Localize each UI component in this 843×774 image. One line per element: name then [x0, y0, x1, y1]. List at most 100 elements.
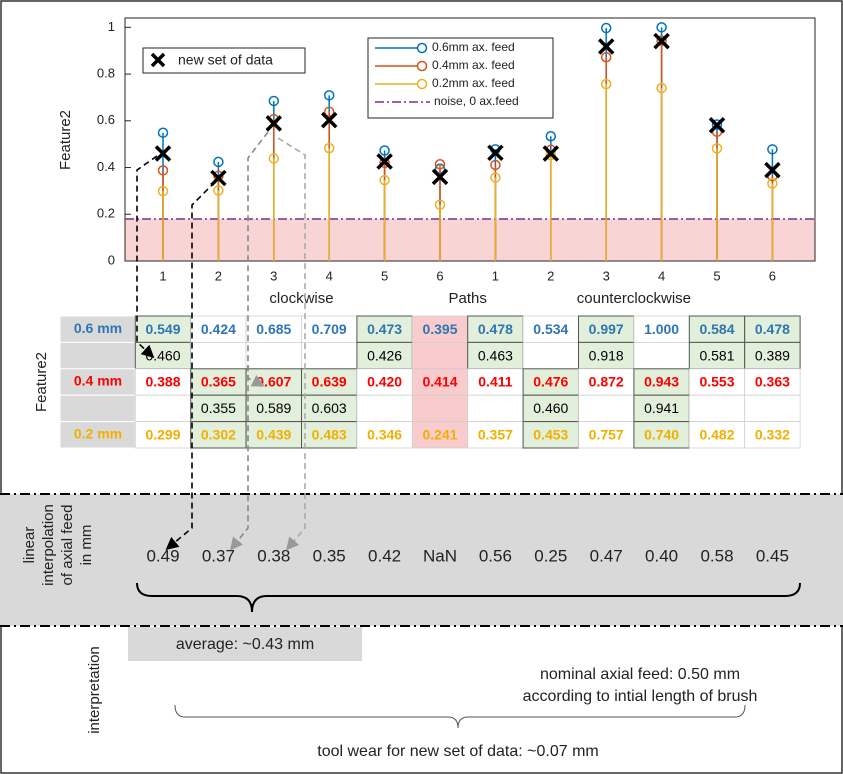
x-tick-label: 3: [603, 268, 610, 283]
row-label-cell: [59, 368, 136, 396]
new-data-marker: [487, 144, 504, 162]
arrow: [247, 365, 265, 387]
new-data-marker: [376, 153, 393, 170]
table-cell: [134, 315, 192, 343]
new-data-marker: [431, 168, 449, 186]
table-cell: [688, 394, 746, 422]
stem-marker: [157, 185, 169, 197]
legend-marker: [416, 78, 428, 90]
legend-label: 0.4mm ax. feed: [432, 58, 515, 72]
stem-marker: [379, 145, 390, 156]
average-text: average: ~0.43 mm: [176, 636, 314, 653]
new-data-marker: [597, 38, 615, 55]
cell-value: 0.355: [201, 400, 236, 416]
brace: [136, 582, 801, 613]
new-data-marker: [542, 145, 560, 162]
legend-marker: [150, 52, 166, 68]
table-cell: [301, 342, 358, 370]
x-tick-label: 1: [492, 268, 499, 283]
cell-value: 0.607: [256, 374, 291, 390]
row-label-cell: [59, 394, 136, 423]
cell-value: 0.709: [312, 321, 347, 337]
legend-label: noise, 0 ax.feed: [434, 94, 519, 108]
cell-value: 0.534: [533, 321, 568, 337]
interpolation-band: [0, 494, 843, 626]
x-tick-label: 1: [159, 268, 166, 283]
nominal-text: nominal axial feed: 0.50 mm: [540, 666, 740, 683]
interpolation-label: in mm: [78, 525, 95, 566]
cell-value: 0.424: [201, 321, 236, 337]
stem-marker: [379, 157, 390, 169]
new-data-marker: [265, 115, 283, 132]
stem-marker: [711, 119, 723, 130]
cell-value: 0.332: [755, 427, 790, 443]
stem-marker: [268, 95, 280, 107]
x-tick-label: 2: [547, 268, 554, 283]
table-cell: [301, 394, 358, 423]
table-cell: [356, 394, 413, 422]
table-cell: [301, 368, 358, 396]
noise-region: [125, 218, 815, 261]
group-label: Paths: [449, 290, 487, 307]
row-label: 0.4 mm: [74, 373, 122, 389]
cell-value: 0.584: [699, 321, 734, 337]
interpolation-value: 0.37: [202, 546, 235, 565]
interpolation-value: 0.58: [700, 546, 733, 565]
row-label-cell: [59, 421, 136, 449]
interpolation-value: 0.25: [534, 546, 567, 565]
stem-marker: [600, 22, 612, 34]
stem-marker: [434, 159, 446, 170]
table-cell: [688, 368, 746, 396]
arrow: [136, 155, 158, 359]
stem-marker: [323, 106, 335, 117]
interpolation-value: NaN: [423, 546, 457, 565]
cell-value: 0.997: [589, 321, 624, 337]
legend-box: [142, 47, 306, 74]
group-label: counterclockwise: [577, 290, 691, 307]
stem-marker: [656, 82, 667, 94]
table-cell: [134, 368, 192, 396]
cell-value: 0.453: [533, 427, 568, 443]
new-data-marker: [653, 32, 670, 50]
new-data-marker: [320, 111, 338, 129]
table-cell: [578, 421, 635, 449]
table-y-label: Feature2: [33, 352, 50, 412]
interpolation-value: 0.56: [479, 546, 512, 565]
stem-marker: [213, 185, 224, 196]
table-cell: [688, 315, 746, 343]
y-tick-label: 0.2: [97, 206, 115, 221]
stem-marker: [545, 130, 557, 142]
legend-marker: [416, 60, 428, 72]
arrow: [230, 131, 269, 551]
average-box: [128, 627, 362, 661]
table-cell: [190, 394, 247, 423]
table-cell: [467, 421, 524, 449]
interpolation-value: 0.42: [368, 546, 401, 565]
interpretation-label: interpretation: [86, 646, 103, 734]
cell-value: 0.388: [145, 374, 180, 390]
cell-value: 0.478: [755, 321, 790, 337]
y-tick-label: 0.8: [97, 66, 115, 81]
x-tick-label: 5: [713, 268, 720, 283]
table-cell: [744, 421, 801, 449]
interpolation-value: 0.47: [590, 546, 623, 565]
stem-marker: [157, 127, 169, 138]
stem-marker: [711, 143, 723, 154]
table-cell: [744, 394, 801, 422]
interpolation-value: 0.38: [257, 546, 290, 565]
legend-label: new set of data: [178, 52, 273, 68]
table-cell: [190, 342, 247, 370]
x-tick-label: 2: [215, 268, 222, 283]
stem-marker: [767, 178, 778, 189]
cell-value: 0.357: [478, 427, 513, 443]
stem-marker: [379, 174, 390, 186]
table-cell: [578, 368, 635, 396]
cell-value: 0.299: [145, 427, 180, 443]
table-cell: [411, 394, 469, 422]
cell-value: 0.463: [478, 347, 513, 363]
cell-value: 0.603: [312, 400, 347, 416]
interpolation-value: 0.40: [645, 546, 678, 565]
stem-marker: [323, 90, 335, 101]
x-tick-label: 3: [270, 268, 277, 283]
